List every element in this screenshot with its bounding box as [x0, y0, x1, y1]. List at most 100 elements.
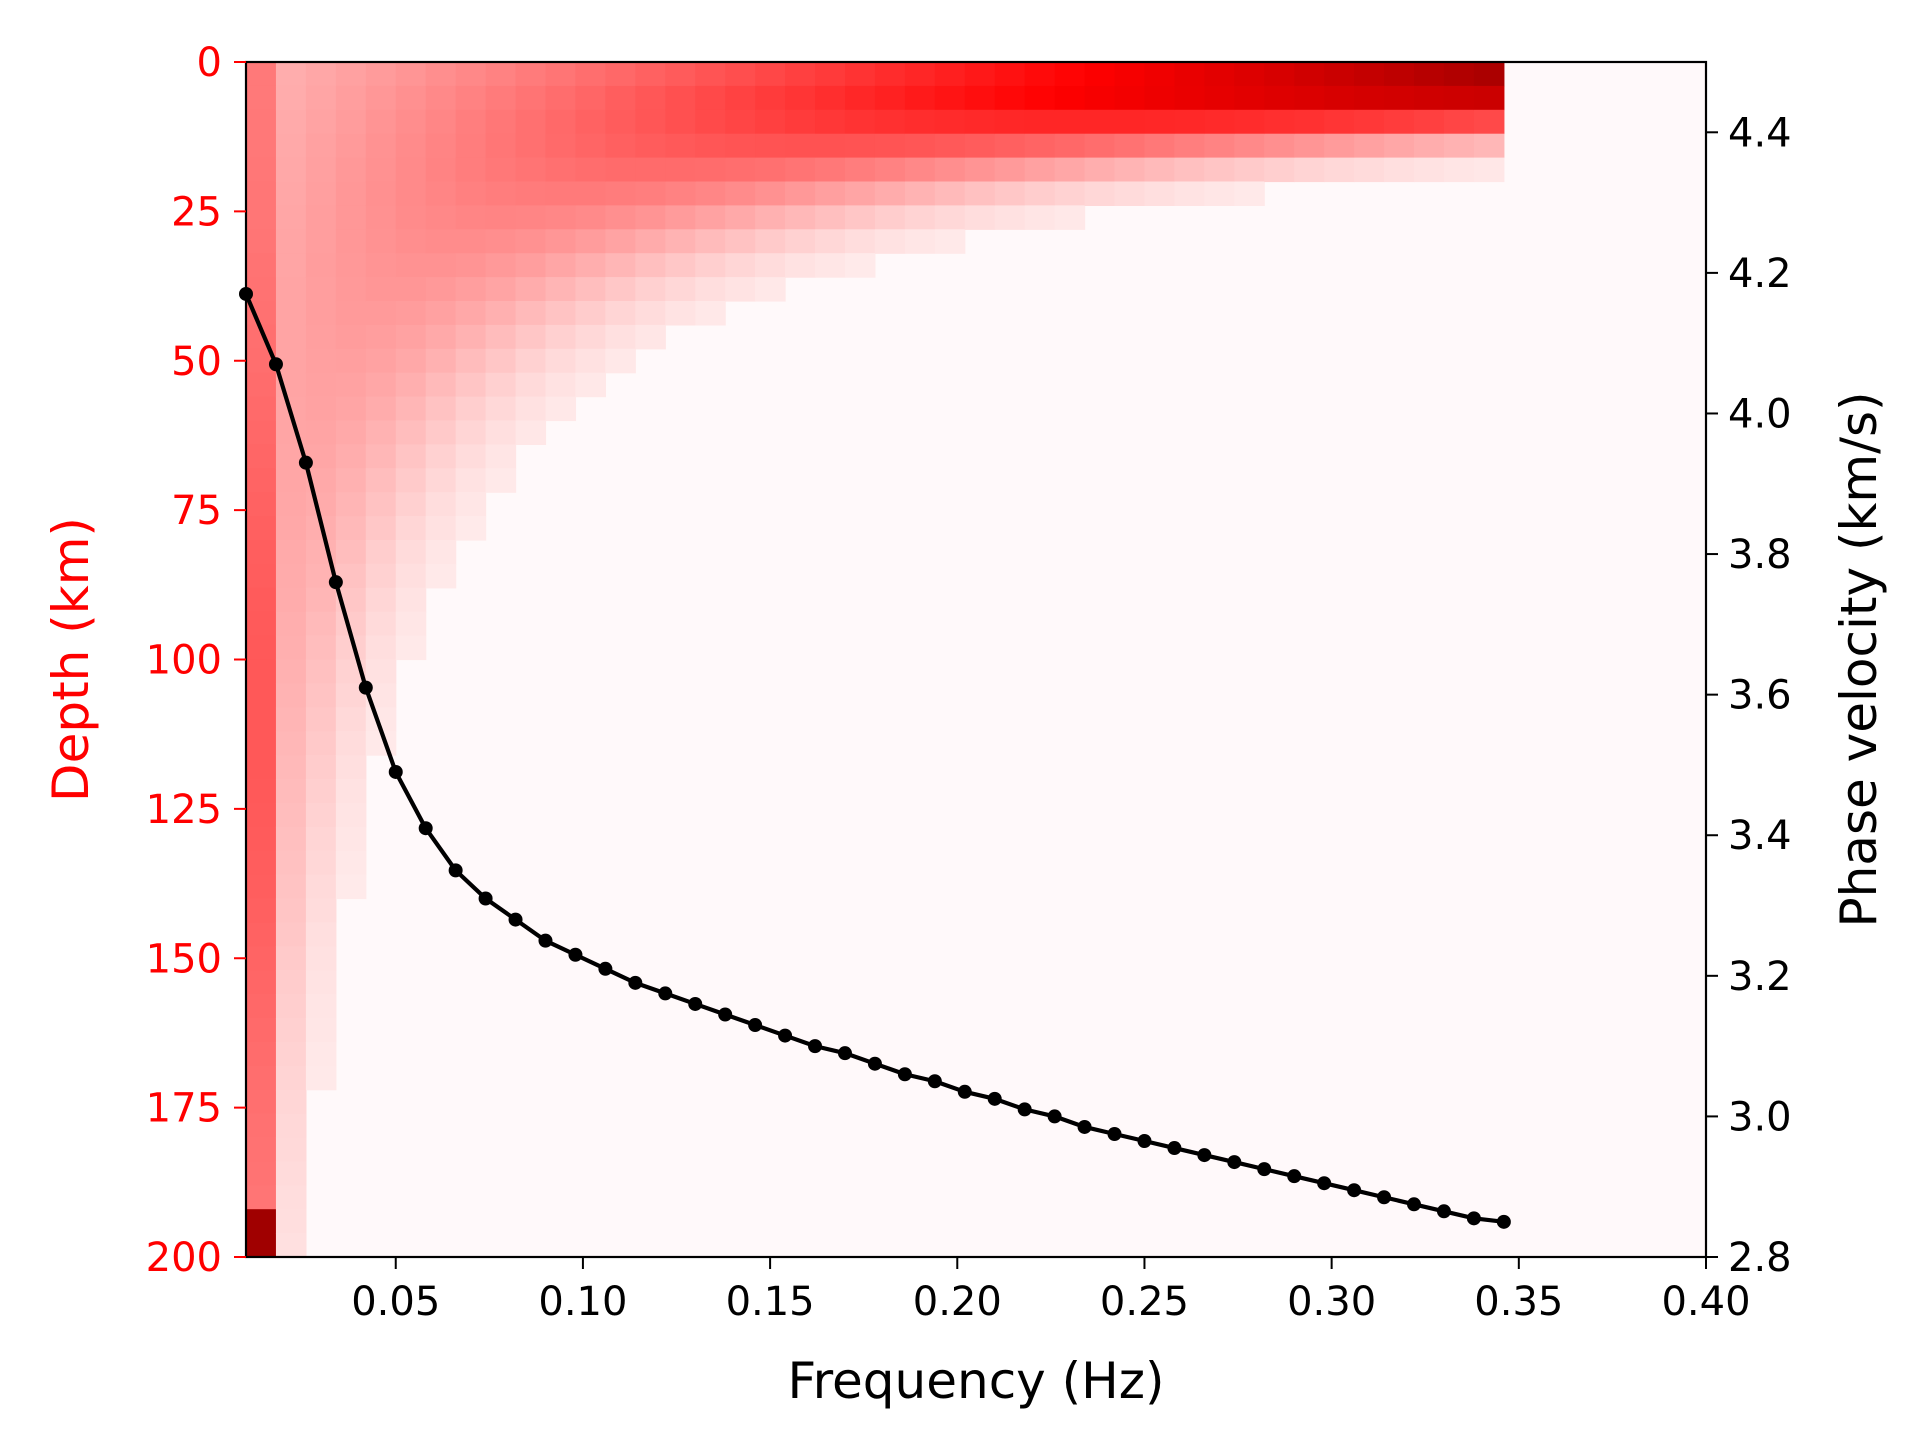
right-y-tick-label: 4.2 — [1728, 251, 1792, 297]
phase-velocity-point — [538, 933, 553, 948]
heatmap-cell — [395, 157, 427, 183]
heatmap-cell — [305, 277, 337, 302]
heatmap-cell — [305, 492, 337, 517]
heatmap-cell — [545, 133, 577, 159]
heatmap-cell — [395, 635, 427, 661]
heatmap-cell — [365, 396, 397, 422]
heatmap-cell — [904, 229, 936, 254]
heatmap-cell — [635, 229, 666, 254]
heatmap-cell — [1294, 62, 1325, 87]
heatmap-cell — [1354, 109, 1385, 135]
heatmap-cell — [635, 253, 666, 278]
heatmap-cell — [275, 157, 307, 183]
heatmap-cell — [964, 133, 996, 159]
heatmap-cell — [335, 826, 367, 852]
heatmap-cell — [545, 301, 577, 326]
right-y-tick-label: 4.0 — [1728, 391, 1792, 437]
heatmap-cell — [305, 898, 337, 923]
heatmap-cell — [904, 109, 936, 135]
heatmap-cell — [246, 946, 277, 971]
heatmap-cell — [1024, 205, 1056, 230]
heatmap-cell — [665, 133, 696, 159]
heatmap-cell — [874, 205, 906, 230]
phase-velocity-point — [1466, 1211, 1481, 1226]
heatmap-cell — [395, 540, 427, 565]
heatmap-cell — [365, 301, 397, 326]
heatmap-cell — [455, 109, 487, 135]
heatmap-cell — [635, 85, 666, 111]
heatmap-cell — [335, 62, 367, 87]
phase-velocity-point — [1107, 1126, 1122, 1141]
heatmap-cell — [635, 133, 666, 159]
heatmap-cell — [515, 62, 547, 87]
heatmap-cell — [1024, 133, 1056, 159]
heatmap-cell — [246, 1185, 277, 1210]
heatmap-cell — [365, 157, 397, 183]
heatmap-cell — [246, 683, 277, 708]
heatmap-cell — [1384, 133, 1415, 159]
heatmap-cell — [904, 157, 936, 183]
heatmap-cell — [485, 109, 517, 135]
heatmap-cell — [1443, 157, 1475, 183]
heatmap-cell — [275, 1018, 307, 1043]
heatmap-cell — [485, 157, 517, 183]
heatmap-cell — [365, 587, 397, 613]
heatmap-cell — [305, 85, 337, 111]
heatmap-cell — [1024, 85, 1056, 111]
heatmap-cell — [815, 85, 846, 111]
heatmap-cell — [545, 205, 577, 230]
heatmap-cell — [305, 301, 337, 326]
heatmap-cell — [425, 372, 457, 398]
heatmap-cell — [455, 85, 487, 111]
heatmap-cell — [305, 420, 337, 445]
heatmap-cell — [695, 277, 726, 302]
heatmap-cell — [485, 62, 517, 87]
heatmap-cell — [455, 181, 487, 206]
heatmap-cell — [515, 324, 547, 350]
heatmap-cell — [635, 157, 666, 183]
heatmap-cell — [335, 492, 367, 517]
x-tick-label: 0.05 — [351, 1279, 440, 1325]
heatmap-cell — [275, 420, 307, 445]
heatmap-cell — [874, 181, 906, 206]
heatmap-cell — [515, 85, 547, 111]
phase-velocity-point — [1257, 1162, 1272, 1177]
heatmap-cell — [425, 516, 457, 541]
right-y-axis-title: Phase velocity (km/s) — [1830, 391, 1888, 927]
heatmap-cell — [365, 468, 397, 493]
heatmap-cell — [575, 133, 606, 159]
heatmap-cell — [934, 62, 966, 87]
heatmap-cell — [874, 109, 906, 135]
heatmap-cell — [365, 85, 397, 111]
heatmap-cell — [874, 157, 906, 183]
heatmap-cell — [455, 492, 487, 517]
heatmap-cell — [365, 324, 397, 350]
phase-velocity-point — [1017, 1102, 1032, 1117]
phase-velocity-point — [658, 986, 673, 1001]
phase-velocity-point — [478, 891, 493, 906]
heatmap-cell — [275, 731, 307, 756]
heatmap-cell — [395, 85, 427, 111]
heatmap-cell — [365, 659, 397, 684]
heatmap-cell — [725, 85, 756, 111]
heatmap-cell — [395, 516, 427, 541]
heatmap-cell — [335, 540, 367, 565]
heatmap-cell — [695, 301, 726, 326]
heatmap-cell — [485, 277, 517, 302]
heatmap-cell — [275, 994, 307, 1019]
heatmap-cell — [635, 109, 666, 135]
heatmap-cell — [605, 109, 636, 135]
phase-velocity-point — [1496, 1214, 1511, 1229]
heatmap-cell — [305, 229, 337, 254]
heatmap-cell — [1144, 109, 1176, 135]
heatmap-cell — [1084, 133, 1116, 159]
heatmap-cell — [335, 874, 367, 900]
heatmap-cell — [1024, 109, 1056, 135]
heatmap-cell — [365, 492, 397, 517]
heatmap-cell — [395, 205, 427, 230]
phase-velocity-point — [568, 947, 583, 962]
x-tick-label: 0.20 — [913, 1279, 1002, 1325]
heatmap-cell — [1324, 133, 1355, 159]
x-tick-label: 0.35 — [1474, 1279, 1563, 1325]
heatmap-cell — [485, 181, 517, 206]
